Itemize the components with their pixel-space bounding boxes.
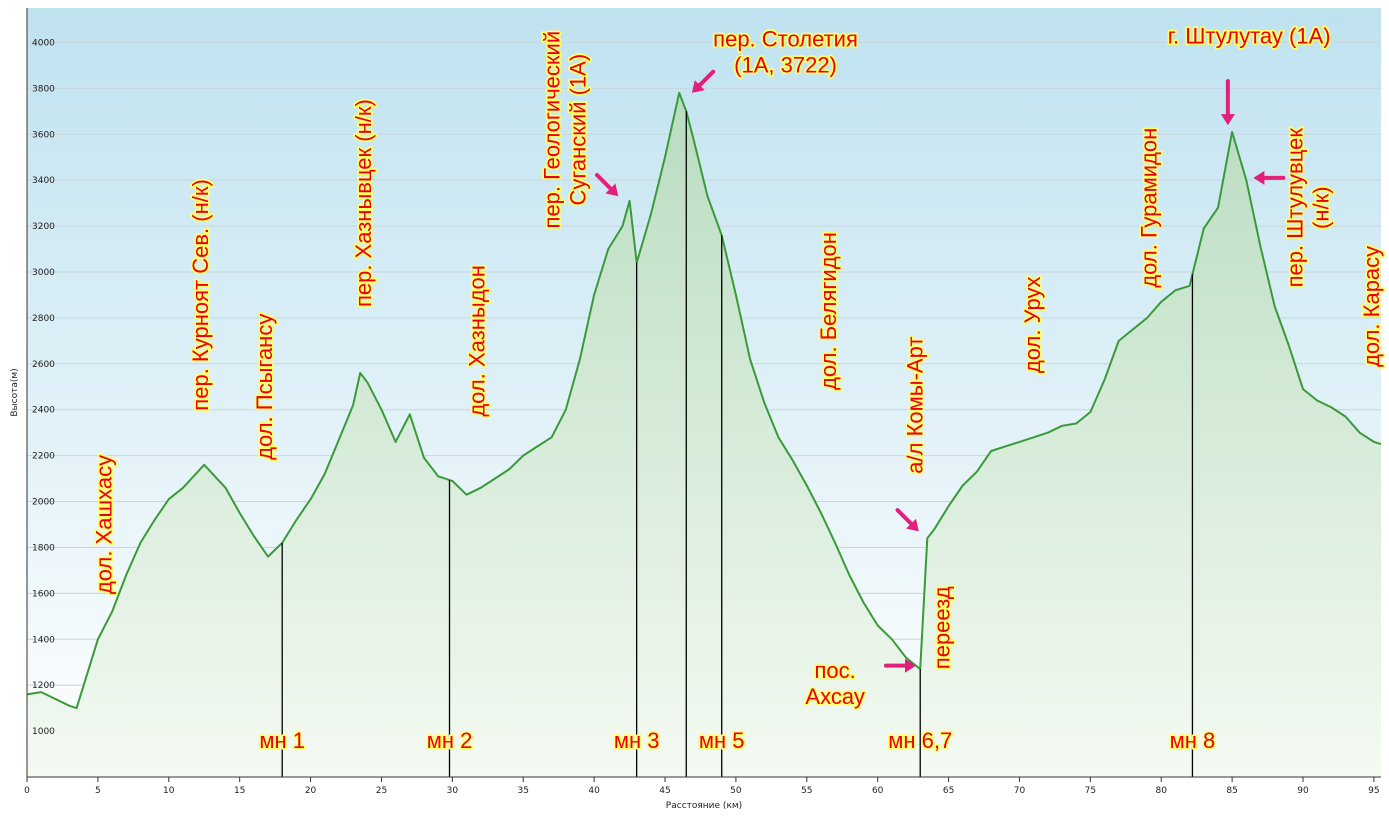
arrow-head xyxy=(1253,170,1265,185)
annotation-line: Ахсау xyxy=(805,684,864,709)
axes: 1000 1200 1400 1600 1800 2000 2200 2400 2600 2800… xyxy=(10,8,1381,811)
annotation-label: пер. Геологический Суганский (1А) xyxy=(538,29,593,230)
annotation-line: пер. Столетия xyxy=(713,27,858,52)
annotation-label: дол. Белягидон xyxy=(814,230,843,391)
elevation-fill xyxy=(27,92,1381,777)
arrow-head xyxy=(605,183,619,197)
x-tick-label: 40 xyxy=(588,786,600,796)
annotation-line: пос. xyxy=(815,658,856,683)
camp-label: мн 3 xyxy=(614,728,660,753)
annotation-line: Суганский (1А) xyxy=(565,54,590,206)
y-tick-label: 2800 xyxy=(32,314,55,324)
annotation-line: пер. Геологический xyxy=(539,31,564,229)
x-tick-label: 95 xyxy=(1368,786,1379,796)
y-tick-label: 3000 xyxy=(32,268,55,278)
annotation-label: дол. Урух xyxy=(1018,275,1047,375)
annotation-label: переезд xyxy=(928,584,957,670)
x-tick-label: 20 xyxy=(305,786,317,796)
arrow-shaft xyxy=(595,173,613,191)
y-tick-label: 3400 xyxy=(32,176,55,186)
x-tick-label: 30 xyxy=(447,786,459,796)
y-tick-label: 1800 xyxy=(32,543,55,553)
x-tick-label: 45 xyxy=(659,786,670,796)
camp-label: мн 8 xyxy=(1170,728,1216,753)
y-tick-label: 1400 xyxy=(32,635,55,645)
annotation-line: а/л Комы-Арт xyxy=(903,337,928,474)
annotation-label: пер. Курноят Сев. (н/к) xyxy=(186,177,215,412)
arrow-head xyxy=(1220,114,1235,126)
x-tick-label: 65 xyxy=(943,786,954,796)
annotation-line: дол. Псыгансу xyxy=(252,314,277,460)
y-axis-title: Высота(м) xyxy=(10,368,20,416)
annotation-line: дол. Хашхасу xyxy=(92,455,117,594)
arrow-head xyxy=(905,658,916,673)
x-tick-label: 75 xyxy=(1085,786,1096,796)
annotation-line: дол. Гурамидон xyxy=(1136,128,1161,288)
annotation-line: дол. Урух xyxy=(1020,276,1045,373)
x-tick-label: 60 xyxy=(872,786,884,796)
arrow-shaft xyxy=(895,508,914,526)
annotation-label: дол. Хашхасу xyxy=(90,453,119,596)
annotation-label: пер. Столетия(1А, 3722) xyxy=(711,25,859,79)
y-tick-label: 3800 xyxy=(32,84,55,94)
annotation-label: пер. Хазнывцек (н/к) xyxy=(349,97,378,308)
arrow-head xyxy=(906,518,919,532)
annotation-line: дол. Хазныдон xyxy=(464,265,489,417)
x-tick-label: 0 xyxy=(24,786,30,796)
y-tick-label: 3600 xyxy=(32,130,55,140)
arrow-shaft xyxy=(697,69,716,88)
x-tick-label: 35 xyxy=(518,786,529,796)
x-tick-label: 15 xyxy=(234,786,245,796)
y-tick-label: 3200 xyxy=(32,222,55,232)
x-tick-label: 50 xyxy=(730,786,742,796)
annotations: дол. Хашхасу пер. Курноят Сев. (н/к) дол. … xyxy=(90,22,1386,711)
y-tick-label: 1600 xyxy=(32,589,55,599)
x-tick-label: 10 xyxy=(163,786,175,796)
annotation-label: пос.Ахсау xyxy=(804,656,867,711)
annotation-label: дол. Карасу xyxy=(1357,244,1386,369)
y-tick-label: 4000 xyxy=(32,38,55,48)
annotation-line: г. Штулутау (1А) xyxy=(1168,24,1331,49)
annotation-line: пер. Курноят Сев. (н/к) xyxy=(188,179,213,410)
y-tick-label: 2000 xyxy=(32,498,55,508)
y-tick-label: 2200 xyxy=(32,452,55,462)
y-tick-label: 2400 xyxy=(32,406,55,416)
x-tick-label: 85 xyxy=(1226,786,1237,796)
camp-lines: мн 1 мн 2 мн 3 мн 5 мн 6,7 мн 8 xyxy=(258,111,1217,777)
annotation-line: пер. Штулувцек xyxy=(1282,128,1307,288)
annotation-line: дол. Карасу xyxy=(1359,246,1384,367)
arrows xyxy=(595,69,1286,673)
elevation-area xyxy=(26,91,1382,777)
annotation-label: дол. Гурамидон xyxy=(1135,126,1164,289)
annotation-line: (н/к) xyxy=(1308,186,1333,229)
annotation-line: дол. Белягидон xyxy=(816,232,841,390)
annotation-label: пер. Штулувцек (н/к) xyxy=(1281,126,1336,289)
elevation-line xyxy=(26,91,1382,710)
x-tick-label: 70 xyxy=(1014,786,1026,796)
annotation-label: дол. Псыгансу xyxy=(250,312,279,462)
x-tick-label: 80 xyxy=(1156,786,1168,796)
camp-label: мн 1 xyxy=(259,728,305,753)
camp-label: мн 5 xyxy=(699,728,745,753)
x-tick-label: 90 xyxy=(1297,786,1309,796)
camp-label: мн 2 xyxy=(427,728,473,753)
y-tick-label: 1200 xyxy=(32,681,55,691)
arrow-head xyxy=(691,80,705,93)
x-tick-label: 5 xyxy=(95,786,101,796)
annotation-line: (1А, 3722) xyxy=(734,53,837,78)
annotation-label: г. Штулутау (1А) xyxy=(1166,22,1332,51)
camp-label: мн 6,7 xyxy=(888,728,952,753)
y-tick-label: 1000 xyxy=(32,727,55,737)
annotation-label: дол. Хазныдон xyxy=(463,263,492,418)
y-tick-label: 2600 xyxy=(32,360,55,370)
annotation-label: а/л Комы-Арт xyxy=(901,335,930,476)
x-tick-label: 55 xyxy=(801,786,812,796)
x-axis-title: Расстояние (км) xyxy=(666,801,742,811)
x-tick-label: 25 xyxy=(376,786,387,796)
annotation-line: пер. Хазнывцек (н/к) xyxy=(351,99,376,307)
annotation-line: переезд xyxy=(929,586,954,669)
